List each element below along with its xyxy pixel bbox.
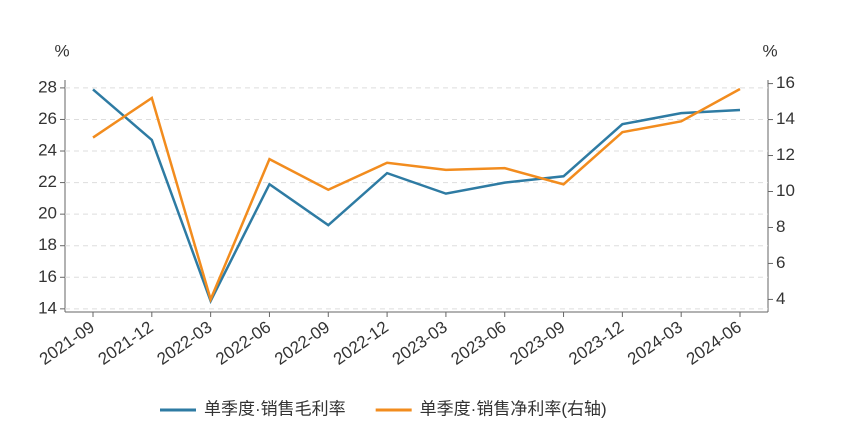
y-tick-label: 24 [38,141,57,160]
y-tick-label: 28 [38,77,57,96]
x-tick-label: 2022-12 [330,317,392,368]
y-tick-label: 20 [38,204,57,223]
y-tick-label: 22 [38,172,57,191]
y2-tick-label: 4 [776,289,785,308]
series-line [92,88,741,305]
y2-tick-label: 10 [776,181,795,200]
y2-tick-label: 16 [776,73,795,92]
y2-unit: % [762,41,777,60]
x-tick-label: 2023-03 [389,317,451,368]
x-tick-label: 2023-06 [448,317,510,368]
y2-tick-label: 6 [776,253,785,272]
x-tick-label: 2023-09 [506,317,568,368]
x-tick-label: 2024-03 [624,317,686,368]
y-tick-label: 26 [38,109,57,128]
legend-label: 单季度·销售毛利率 [204,399,346,418]
y-tick-label: 14 [38,298,57,317]
x-tick-label: 2022-06 [212,317,274,368]
x-tick-label: 2022-03 [153,317,215,368]
x-tick-label: 2023-12 [565,317,627,368]
legend-label: 单季度·销售净利率(右轴) [420,399,607,418]
x-tick-label: 2024-06 [683,317,745,368]
y2-tick-label: 14 [776,109,795,128]
y-unit: % [54,41,69,60]
x-tick-label: 2021-12 [95,317,157,368]
series-line [92,87,741,304]
x-tick-label: 2021-09 [36,317,98,368]
y2-tick-label: 8 [776,217,785,236]
y-tick-label: 18 [38,235,57,254]
y2-tick-label: 12 [776,145,795,164]
y-tick-label: 16 [38,267,57,286]
x-tick-label: 2022-09 [271,317,333,368]
